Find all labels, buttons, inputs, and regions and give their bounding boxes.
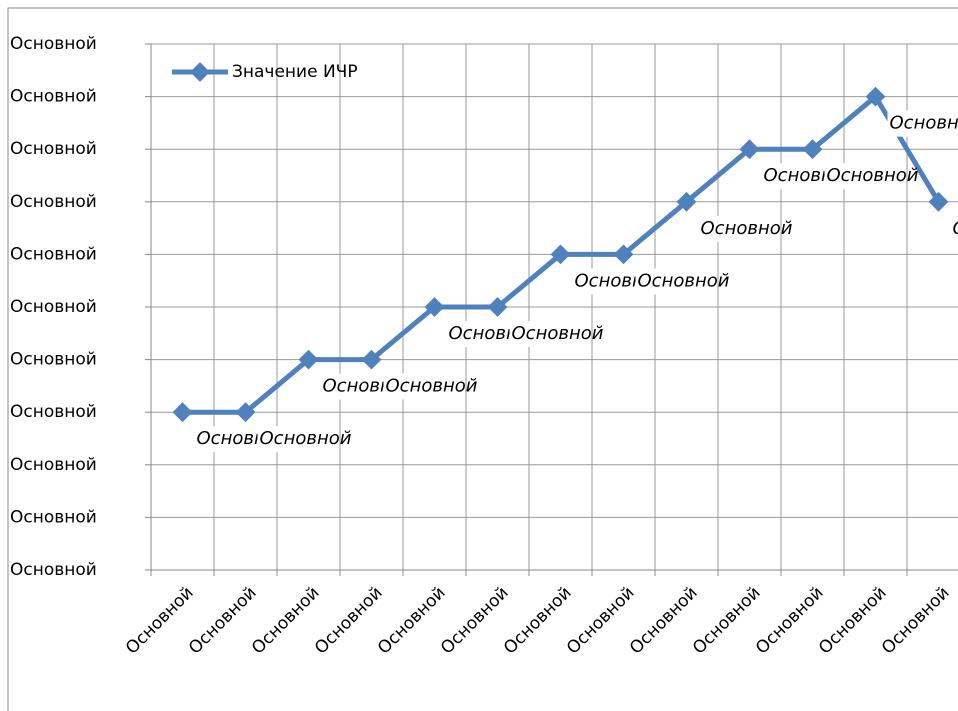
data-label-bg xyxy=(509,321,592,347)
data-label-bg xyxy=(383,373,466,400)
data-label-bg xyxy=(887,110,958,137)
data-label: Основной xyxy=(890,113,958,134)
legend-marker xyxy=(190,62,210,82)
y-tick-label: Основной xyxy=(10,507,97,527)
data-label-bg xyxy=(635,268,718,295)
data-label: Основной xyxy=(701,218,793,239)
data-label: Основной xyxy=(827,165,919,186)
data-label-bg xyxy=(698,215,781,242)
marker xyxy=(424,297,445,317)
marker xyxy=(172,402,193,423)
y-tick-label: Основной xyxy=(10,350,97,370)
y-tick-label: Основной xyxy=(10,455,97,475)
y-tick-label: Основной xyxy=(10,244,97,264)
y-tick-label: Основной xyxy=(10,139,97,159)
data-label: Основной xyxy=(386,376,478,397)
data-label-bg xyxy=(824,163,907,190)
y-tick-label: Основной xyxy=(10,192,97,212)
y-tick-label: Основной xyxy=(10,87,97,107)
data-label-bg xyxy=(257,426,340,453)
y-tick-label: Основной xyxy=(10,560,97,580)
y-tick-label: Основной xyxy=(10,34,97,54)
y-tick-label: Основной xyxy=(10,402,97,422)
data-label: Основной xyxy=(512,323,604,344)
y-tick-label: Основной xyxy=(10,297,97,317)
marker xyxy=(487,297,508,317)
data-label: Основной xyxy=(953,218,958,239)
marker xyxy=(298,349,319,370)
data-label-bg xyxy=(950,215,958,242)
legend-label: Значение ИЧР xyxy=(232,62,358,82)
data-label: Основной xyxy=(260,428,352,449)
data-label: Основной xyxy=(638,270,730,291)
marker xyxy=(361,349,382,370)
marker xyxy=(235,402,256,423)
